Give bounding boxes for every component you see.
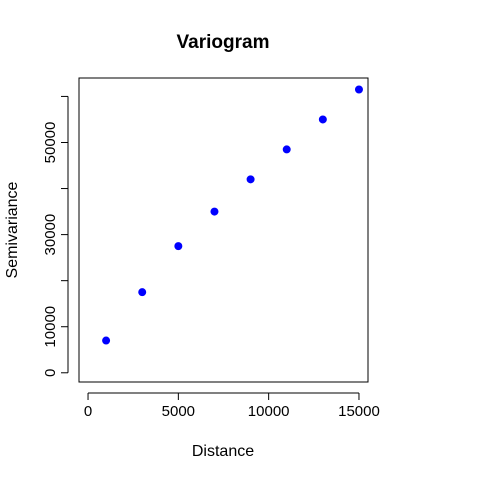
y-tick-label: 0 xyxy=(42,369,59,377)
y-axis-label: Semivariance xyxy=(4,181,21,278)
x-tick-label: 10000 xyxy=(248,403,290,420)
y-tick-label: 30000 xyxy=(42,214,59,256)
x-tick-label: 5000 xyxy=(162,403,195,420)
x-tick-label: 15000 xyxy=(338,403,380,420)
data-point xyxy=(282,145,291,154)
data-point xyxy=(210,207,219,216)
y-tick-label: 10000 xyxy=(42,306,59,348)
data-point xyxy=(174,242,183,251)
data-point xyxy=(354,85,363,94)
data-point xyxy=(318,115,327,124)
x-axis: 0 5000 10000 15000 xyxy=(84,392,380,420)
data-point xyxy=(138,288,147,297)
data-point xyxy=(246,175,255,184)
data-point xyxy=(102,336,111,345)
data-points xyxy=(102,85,363,345)
chart-title: Variogram xyxy=(177,32,270,53)
x-tick-label: 0 xyxy=(84,403,92,420)
x-axis-label: Distance xyxy=(192,443,254,460)
y-tick-label: 50000 xyxy=(42,122,59,164)
plot-area xyxy=(78,77,369,383)
y-axis: 0 10000 30000 50000 xyxy=(42,95,69,377)
